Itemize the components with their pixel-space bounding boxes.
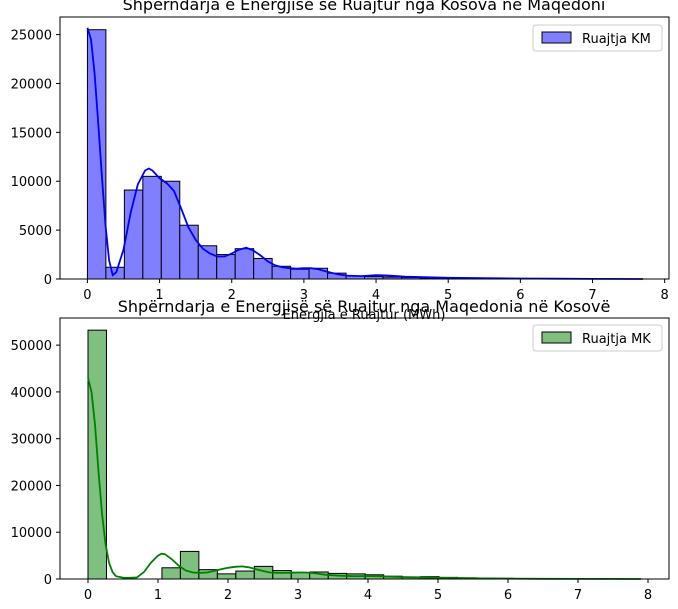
legend-label-top: Ruajtja KM [582, 32, 651, 47]
legend-bottom: Ruajtja MK [532, 324, 663, 352]
x-tick-label: 4 [364, 588, 372, 603]
histogram-bar [272, 570, 292, 580]
histogram-bars-top [86, 29, 643, 280]
histogram-bar [216, 254, 236, 280]
x-tick-label: 6 [516, 288, 524, 303]
x-tick-label: 8 [661, 288, 669, 303]
kde-line-bottom [87, 377, 642, 580]
x-tick-label: 2 [224, 588, 232, 603]
y-tick-label: 30000 [11, 433, 52, 448]
x-tick-label: 5 [444, 288, 452, 303]
x-tick-label: 6 [504, 588, 512, 603]
chart-bottom: 0 1 2 3 4 5 6 7 8 0 10000 20000 30000 40000 50000 Rua… [11, 297, 670, 603]
y-axis-bottom: 0 10000 20000 30000 40000 50000 [11, 339, 60, 588]
y-tick-label: 0 [44, 573, 52, 588]
x-axis-label-top: Energjia e Ruajtur (MWh) [283, 308, 446, 323]
chart-title-top: Shpërndarja e Energjisë së Ruajtur nga K… [123, 0, 606, 14]
histogram-bar [290, 268, 310, 280]
plot-frame-bottom [59, 317, 670, 580]
y-tick-label: 10000 [11, 175, 52, 190]
y-tick-label: 25000 [11, 29, 52, 44]
y-tick-label: 0 [44, 273, 52, 288]
y-axis-top: 0 5000 10000 15000 20000 25000 [11, 29, 60, 288]
y-tick-label: 10000 [11, 526, 52, 541]
histogram-bar [235, 570, 255, 580]
plot-frame-top [59, 16, 670, 280]
legend-swatch-bottom [541, 331, 572, 344]
histogram-bar [161, 567, 181, 580]
x-tick-label: 7 [588, 288, 596, 303]
y-tick-label: 15000 [11, 126, 52, 141]
histogram-bar [179, 224, 199, 280]
histogram-bar [216, 573, 237, 580]
x-tick-label: 0 [83, 288, 91, 303]
legend-label-bottom: Ruajtja MK [582, 332, 651, 347]
histogram-bars-bottom [87, 329, 643, 580]
histogram-bar [179, 550, 200, 580]
x-axis-bottom: 0 1 2 3 4 5 6 7 8 [84, 579, 652, 603]
x-tick-label: 8 [644, 588, 652, 603]
y-tick-label: 20000 [11, 77, 52, 92]
x-tick-label: 7 [574, 588, 582, 603]
y-tick-label: 50000 [11, 339, 52, 354]
histogram-bar [86, 29, 107, 280]
histogram-bar [142, 175, 162, 280]
x-tick-label: 0 [84, 588, 92, 603]
legend-swatch-top [541, 31, 572, 44]
x-tick-label: 2 [228, 288, 236, 303]
x-axis-top: 0 1 2 3 4 5 6 7 8 [83, 279, 669, 303]
x-tick-label: 3 [294, 588, 302, 603]
y-tick-label: 40000 [11, 386, 52, 401]
histogram-bar [234, 248, 255, 280]
x-tick-label: 5 [434, 588, 442, 603]
chart-title-bottom: Shpërndarja e Energjisë së Ruajtur nga M… [118, 297, 611, 316]
y-tick-label: 20000 [11, 479, 52, 494]
y-tick-label: 5000 [19, 224, 52, 239]
histogram-bar [160, 180, 181, 280]
x-tick-label: 1 [155, 288, 163, 303]
x-tick-label: 1 [154, 588, 162, 603]
legend-top: Ruajtja KM [532, 24, 663, 52]
chart-top: Shpërndarja e Energjisë së Ruajtur nga K… [11, 0, 670, 323]
x-tick-label: 3 [300, 288, 308, 303]
x-tick-label: 4 [372, 288, 380, 303]
kde-line-top [86, 27, 644, 280]
